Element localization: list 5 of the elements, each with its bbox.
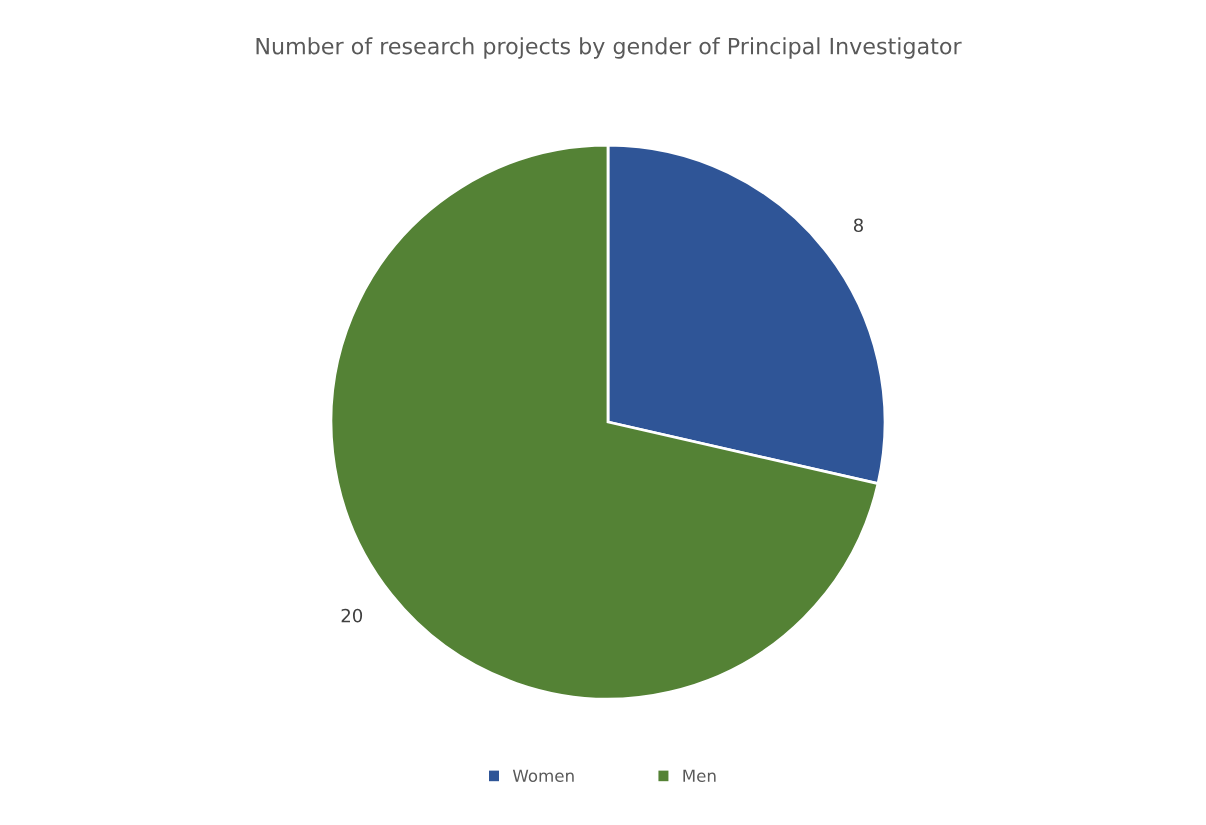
chart-title: Number of research projects by gender of Principal Investigator <box>256 37 962 59</box>
data-label: 20 <box>341 608 363 623</box>
legend-label: Women <box>512 769 574 783</box>
data-label: 8 <box>853 218 863 233</box>
legend-label: Men <box>683 769 716 783</box>
